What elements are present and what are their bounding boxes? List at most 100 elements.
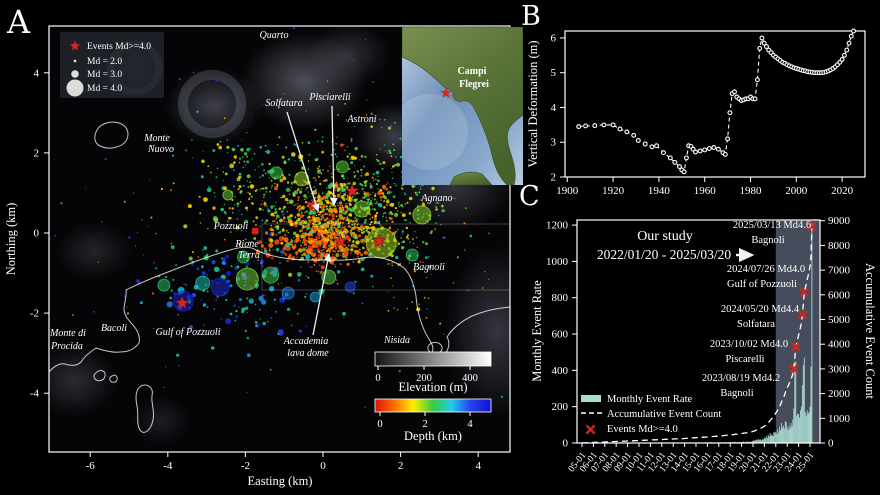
inset-sicily: [449, 171, 493, 185]
coast-islet-2: [109, 374, 118, 383]
svg-text:2000: 2000: [785, 185, 808, 197]
large-event-circle: [309, 291, 321, 303]
svg-text:3000: 3000: [828, 363, 851, 375]
place-label: Accademia: [283, 336, 328, 347]
svg-text:1920: 1920: [602, 185, 625, 197]
md4-event-star: [344, 183, 360, 198]
northing-axis-label: Northing (km): [4, 203, 18, 276]
legend-item-label: Md = 3.0: [87, 70, 122, 80]
large-event-circle: [235, 267, 259, 291]
panel-b-label: B: [521, 1, 541, 32]
place-label: Nuovo: [147, 144, 174, 155]
legend-star-icon: [69, 40, 81, 51]
md4-event-star: [332, 233, 348, 248]
large-event-circle: [222, 189, 234, 201]
map-overlays: Quarto Solfatara Pisciarelli Astroni MonteNu…: [49, 30, 452, 359]
place-label: Pisciarelli: [308, 92, 351, 103]
coast-gulf-north: [125, 246, 510, 360]
our-study-dates: 2022/01/20 - 2025/03/20: [597, 247, 731, 262]
place-label: Solfatara: [265, 98, 302, 109]
svg-text:3: 3: [551, 137, 557, 149]
study-period-shade: [775, 220, 820, 443]
svg-text:9000: 9000: [828, 215, 851, 227]
place-label-arrow: [312, 252, 332, 336]
svg-text:1000: 1000: [828, 413, 851, 425]
large-event-circle: [405, 248, 419, 262]
svg-text:-2: -2: [241, 460, 250, 472]
coast-procida-island: [135, 384, 155, 433]
svg-text:-4: -4: [30, 388, 40, 400]
event-annotation-date: 2024/05/20 Md4.4: [721, 304, 800, 315]
place-label: Pozzuoli: [213, 221, 249, 232]
large-event-circle: [412, 205, 432, 225]
monthly-event-rate-bars: [581, 223, 813, 443]
svg-text:8000: 8000: [828, 240, 851, 252]
legend-x-swatch: [585, 424, 596, 435]
svg-text:-2: -2: [30, 308, 39, 320]
inset-campi-flegrei-star: [440, 87, 452, 98]
place-label: Terra: [238, 250, 260, 261]
svg-text:0: 0: [34, 228, 40, 240]
event-annotation-date: 2023/08/19 Md4.2: [702, 373, 780, 384]
svg-text:600: 600: [552, 329, 569, 341]
svg-text:1900: 1900: [556, 185, 579, 197]
large-event-circle: [262, 266, 280, 284]
svg-text:2: 2: [34, 147, 40, 159]
depth-colorbar: 0 2 4 Depth (km): [374, 398, 492, 443]
svg-text:4: 4: [34, 67, 40, 79]
svg-text:4000: 4000: [828, 339, 851, 351]
event-annotations: 2025/03/13 Md4.6 Bagnoli 2024/07/26 Md4.0 G…: [702, 220, 811, 399]
event-annotation-place: Bagnoli: [720, 388, 753, 399]
accumulative-count-axis-label: Accumulative Event Count: [863, 263, 877, 400]
svg-text:5000: 5000: [828, 314, 851, 326]
svg-text:2: 2: [551, 172, 557, 184]
svg-text:200: 200: [552, 401, 569, 413]
svg-text:1940: 1940: [648, 185, 671, 197]
deformation-axes: 1900 1920 1940 1960 1980 2000 2020 2 3 4 5 6: [551, 32, 854, 197]
place-label: Monte di: [49, 328, 86, 339]
place-label: Rione: [234, 239, 259, 250]
event-annotation-place: Bagnoli: [751, 235, 784, 246]
svg-text:800: 800: [552, 292, 569, 304]
event-rate-legend-label: Accumulative Event Count: [607, 409, 721, 420]
event-rate-frame: [576, 219, 821, 444]
event-annotation-date: 2023/10/02 Md4.0: [710, 339, 788, 350]
svg-text:6000: 6000: [828, 289, 851, 301]
event-rate-legend: Monthly Event Rate Accumulative Event Cou…: [581, 394, 721, 435]
large-event-circle: [281, 286, 295, 300]
svg-text:6: 6: [551, 32, 557, 44]
inset-label-line1: Campi: [458, 66, 487, 77]
event-annotation-date: 2025/03/13 Md4.6: [733, 220, 811, 231]
inset-label-line2: Flegrei: [459, 79, 489, 90]
md4-event-star: [371, 233, 387, 248]
place-label: Astroni: [346, 114, 376, 125]
legend-item-label: Md = 2.0: [87, 57, 122, 67]
svg-text:0: 0: [320, 460, 326, 472]
svg-text:200: 200: [416, 373, 432, 384]
place-label-arrow: [329, 105, 338, 207]
event-annotation-place: Gulf of Pozzuoli: [727, 279, 797, 290]
svg-text:0: 0: [563, 438, 569, 450]
inset-map: Campi Flegrei: [402, 27, 523, 185]
coast-bacoli-peninsula: [49, 289, 140, 373]
md4-event-x-marker: [797, 309, 807, 319]
event-annotation-date: 2024/07/26 Md4.0: [727, 264, 805, 275]
place-label: Nisida: [383, 335, 410, 346]
svg-text:-4: -4: [163, 460, 173, 472]
svg-text:0: 0: [377, 419, 382, 430]
inset-italy-land: [402, 27, 523, 185]
elevation-colorbar: 0 200 400 Elevation (m): [374, 351, 492, 394]
svg-text:2: 2: [422, 419, 427, 430]
svg-text:2000: 2000: [828, 388, 851, 400]
event-rate-legend-label: Events Md>=4.0: [607, 424, 678, 435]
large-event-circle: [344, 281, 356, 293]
svg-text:4: 4: [475, 460, 481, 472]
place-label: Quarto: [260, 30, 289, 41]
svg-text:4: 4: [551, 102, 557, 114]
magnitude-legend: Events Md>=4.0 Md = 2.0 Md = 3.0 Md = 4.0: [60, 32, 164, 98]
our-study-label: Our study: [637, 229, 693, 244]
coast-islet-1: [93, 370, 106, 382]
legend-dot-large-icon: [66, 79, 84, 97]
legend-dot-small-icon: [73, 59, 77, 63]
